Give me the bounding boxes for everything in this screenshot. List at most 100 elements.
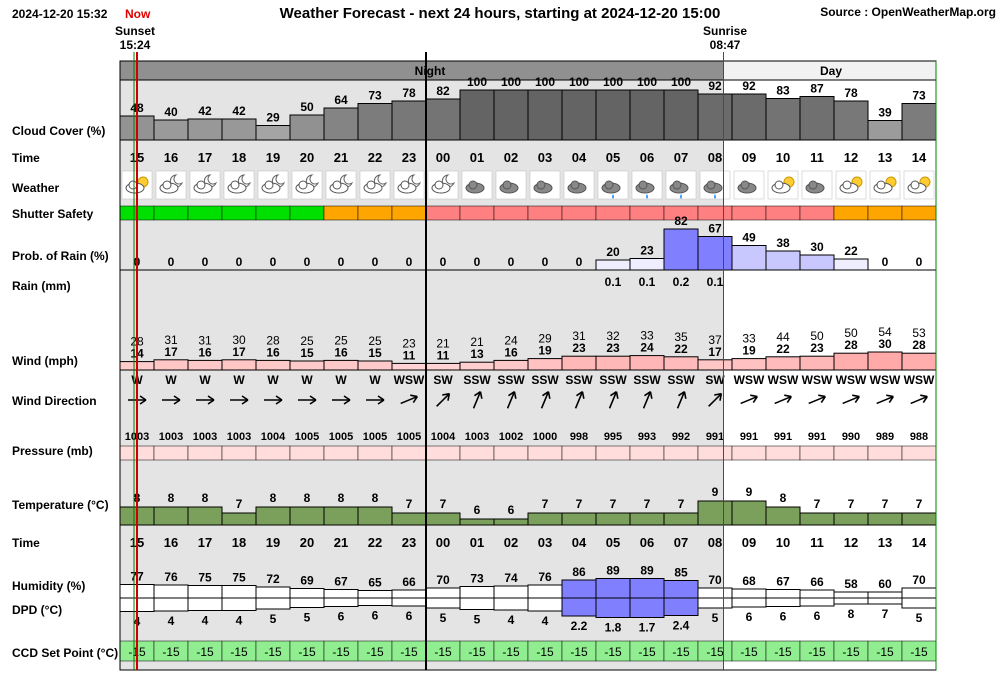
pressure-value: 1004 <box>431 431 456 443</box>
wind-speed-value: 17 <box>164 345 178 359</box>
wind-bar <box>289 360 325 371</box>
dpd-value: 5 <box>916 611 923 625</box>
cloud-value: 92 <box>708 79 722 93</box>
wind-speed-value: 11 <box>403 348 416 362</box>
shutter-cell-orange <box>323 205 359 221</box>
temperature-bar <box>289 506 325 526</box>
row-label-pressure: Pressure (mb) <box>12 444 93 458</box>
time-label-lower: 03 <box>538 535 552 550</box>
light-rain-icon <box>665 170 697 200</box>
wind-dir-label: SSW <box>531 373 559 387</box>
wind-speed-value: 23 <box>572 341 586 355</box>
wind-bar <box>391 362 427 371</box>
wind-gust-value: 24 <box>504 333 518 347</box>
pressure-value: 1003 <box>465 431 489 443</box>
humidity-value: 89 <box>606 564 620 578</box>
time-label-lower: 02 <box>504 535 518 550</box>
cloud-value: 50 <box>300 100 314 114</box>
time-label: 08 <box>708 150 722 165</box>
pressure-value: 991 <box>808 431 826 443</box>
wind-speed-value: 19 <box>538 344 552 358</box>
wind-bar <box>527 358 563 371</box>
cloud-bar <box>731 93 767 141</box>
cloud-bar <box>663 89 699 141</box>
sunset-label: Sunset <box>115 24 155 38</box>
pressure-cell <box>255 445 291 461</box>
time-label-lower: 12 <box>844 535 858 550</box>
wind-bar <box>663 356 699 371</box>
temperature-bar <box>833 512 869 526</box>
wind-bar <box>595 355 631 371</box>
wind-gust-value: 31 <box>572 329 586 343</box>
shutter-cell-green <box>153 205 189 221</box>
pressure-cell <box>833 445 869 461</box>
row-label-weather: Weather <box>12 181 59 195</box>
wind-gust-value: 53 <box>912 326 926 340</box>
pressure-cell <box>901 445 937 461</box>
humidity-value: 66 <box>402 575 416 589</box>
wind-dir-label: W <box>165 373 177 387</box>
wind-gust-value: 44 <box>776 330 790 344</box>
wind-dir-label: WSW <box>904 373 935 387</box>
wind-arrow-icon <box>298 395 317 405</box>
dpd-value: 6 <box>372 609 379 623</box>
shutter-cell-red <box>629 205 665 221</box>
wind-speed-value: 16 <box>504 345 518 359</box>
source-label: Source : OpenWeatherMap.org <box>820 5 996 19</box>
time-label-lower: 01 <box>470 535 484 550</box>
rain-prob-value: 38 <box>776 236 790 250</box>
rain-prob-value: 0 <box>474 255 481 269</box>
wind-gust-value: 25 <box>334 333 348 347</box>
cloud-bar <box>459 89 495 141</box>
time-label-lower: 06 <box>640 535 654 550</box>
pressure-value: 992 <box>672 431 690 443</box>
rain-prob-bar <box>663 228 699 271</box>
temperature-value: 8 <box>338 491 345 505</box>
temperature-value: 7 <box>542 497 549 511</box>
shutter-cell-red <box>697 205 733 221</box>
cloud-value: 100 <box>671 75 691 89</box>
shutter-cell-red <box>459 205 495 221</box>
temperature-value: 7 <box>236 497 243 511</box>
shutter-cell-green <box>255 205 291 221</box>
wind-gust-value: 28 <box>266 333 280 347</box>
wind-arrow-icon <box>400 394 418 405</box>
time-label: 03 <box>538 150 552 165</box>
temperature-value: 8 <box>202 491 209 505</box>
temperature-value: 8 <box>372 491 379 505</box>
humidity-value: 65 <box>368 576 382 590</box>
row-label-wind: Wind (mph) <box>12 354 78 368</box>
wind-speed-value: 16 <box>266 345 280 359</box>
period-day-label: Day <box>820 64 842 78</box>
rain-prob-value: 0 <box>236 255 243 269</box>
row-label-wind-dir: Wind Direction <box>12 394 97 408</box>
overcast-icon <box>529 170 561 200</box>
ccd-value: -15 <box>366 645 384 659</box>
cloud-value: 42 <box>232 104 246 118</box>
dpd-value: 4 <box>542 614 549 628</box>
pressure-cell <box>527 445 563 461</box>
wind-speed-value: 24 <box>640 341 654 355</box>
pressure-value: 1004 <box>261 431 286 443</box>
overcast-icon <box>563 170 595 200</box>
rain-prob-bar <box>765 250 801 271</box>
ccd-value: -15 <box>400 645 418 659</box>
time-label: 20 <box>300 150 314 165</box>
row-label-cloud: Cloud Cover (%) <box>12 124 105 138</box>
temperature-value: 9 <box>746 485 753 499</box>
partly-cloudy-night-icon <box>427 170 459 200</box>
cloud-value: 100 <box>467 75 487 89</box>
wind-speed-value: 16 <box>334 345 348 359</box>
humidity-value: 67 <box>334 575 348 589</box>
dpd-value: 6 <box>406 609 413 623</box>
time-label: 22 <box>368 150 382 165</box>
partly-cloudy-night-icon <box>393 170 425 200</box>
ccd-value: -15 <box>672 645 690 659</box>
light-rain-icon <box>597 170 629 200</box>
pressure-cell <box>425 445 461 461</box>
row-label-ccd: CCD Set Point (°C) <box>12 646 118 660</box>
ccd-value: -15 <box>434 645 452 659</box>
cloud-value: 92 <box>742 79 756 93</box>
rain-prob-value: 20 <box>606 245 620 259</box>
dpd-value: 6 <box>814 609 821 623</box>
